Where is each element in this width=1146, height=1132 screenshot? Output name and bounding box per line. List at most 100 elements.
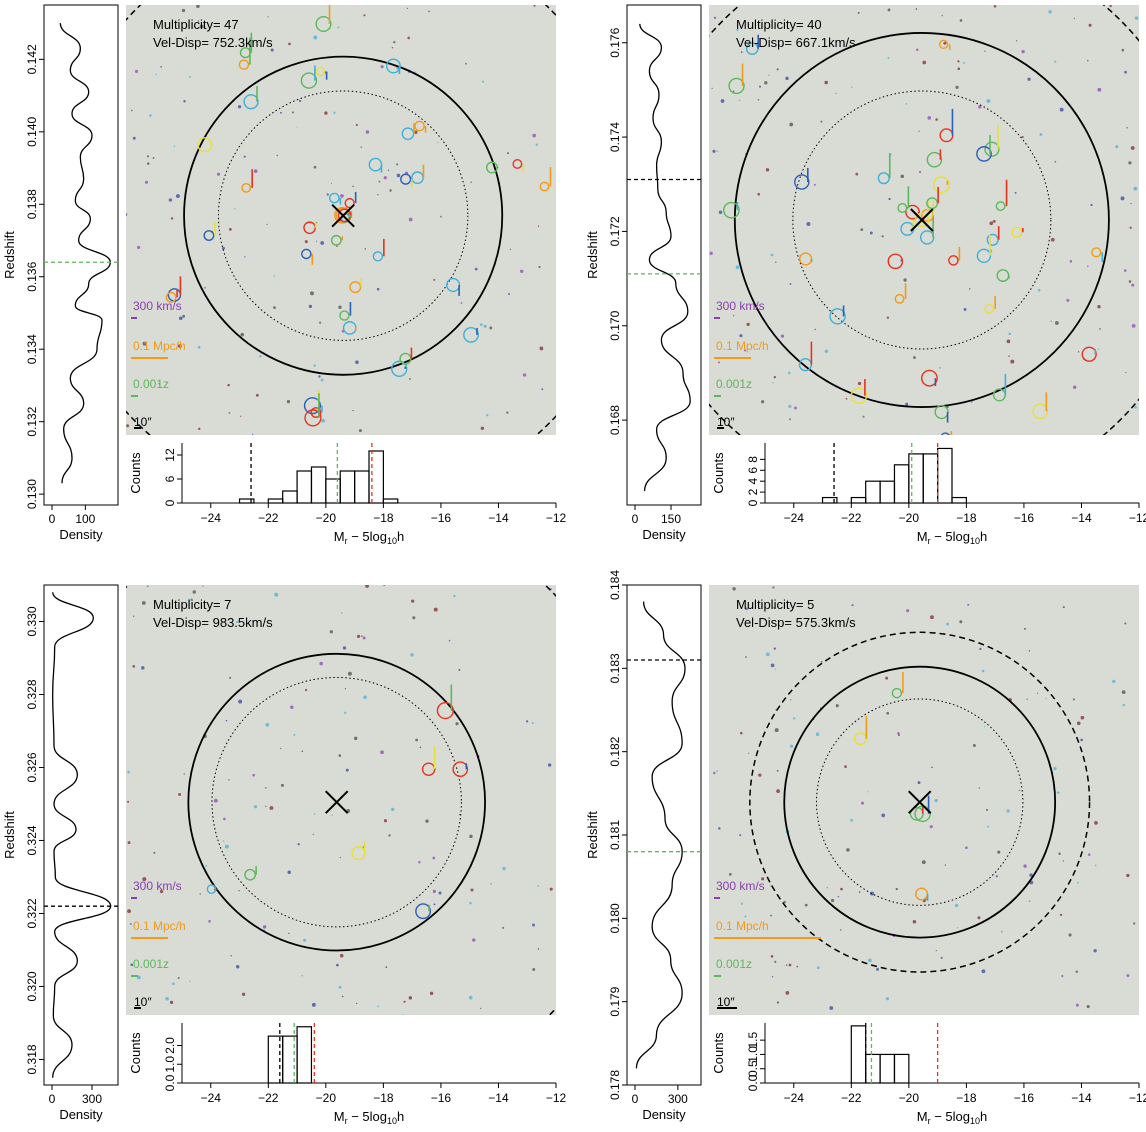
redshift-tick-label: 0.183	[608, 653, 622, 683]
mag-axis-title-part: M	[334, 1109, 345, 1124]
counts-tick-label: 2	[746, 488, 760, 495]
member-galaxy-marker	[853, 732, 867, 746]
sky-speck	[406, 7, 409, 9]
member-galaxy-marker	[891, 687, 903, 699]
sky-speck	[915, 8, 918, 10]
member-galaxy-marker	[940, 432, 950, 435]
mag-tick-label: −24	[784, 1091, 805, 1105]
sky-speck	[144, 180, 149, 184]
sky-speck	[265, 805, 267, 808]
sky-speck	[895, 887, 898, 891]
counts-tick-label: 1.5	[746, 1031, 760, 1048]
vel-disp-text: Vel-Disp= 667.1km/s	[736, 35, 856, 50]
sky-speck	[238, 699, 243, 704]
sky-speck	[1028, 900, 1031, 902]
sky-speck	[922, 899, 926, 903]
sky-speck	[709, 251, 713, 256]
hist-bar	[951, 496, 967, 504]
sky-speck	[862, 415, 865, 418]
sky-speck	[127, 800, 130, 803]
sky-speck	[470, 888, 474, 892]
scale-label-z: 0.001z	[133, 957, 169, 971]
sky-speck	[169, 1000, 174, 1004]
sky-speck	[965, 846, 968, 850]
sky-speck	[437, 141, 439, 144]
scale-label-mpc: 0.1 Mpc/h	[133, 919, 186, 933]
sky-speck	[886, 711, 890, 715]
sky-speck	[141, 666, 145, 670]
sky-speck	[1056, 791, 1060, 794]
hist-bar	[238, 498, 255, 504]
sky-speck	[304, 688, 308, 692]
counts-axis-title: Counts	[711, 1032, 726, 1074]
sky-speck	[333, 111, 336, 114]
sky-speck	[202, 585, 204, 587]
sky-speck	[364, 248, 367, 250]
counts-tick-label: 0.0	[163, 1074, 177, 1091]
sky-speck	[1054, 160, 1057, 163]
member-galaxy-marker	[887, 253, 904, 270]
sky-speck	[978, 105, 982, 109]
sky-speck	[132, 136, 136, 140]
sky-speck	[776, 789, 780, 794]
sky-speck	[315, 240, 318, 242]
mag-tick-label: −18	[956, 1091, 977, 1105]
sky-speck	[152, 157, 155, 159]
sky-speck	[532, 968, 536, 971]
density-axis-title: Density	[59, 1107, 103, 1122]
mag-tick-label: −20	[899, 1091, 920, 1105]
density-tick-label: 0	[49, 512, 56, 526]
sky-speck	[291, 111, 294, 114]
sky-speck	[984, 725, 986, 728]
sky-speck	[171, 982, 175, 986]
mag-axis-title-part: M	[334, 529, 345, 544]
sky-speck	[432, 856, 436, 860]
sky-speck	[465, 62, 467, 65]
sky-speck	[489, 326, 493, 330]
sky-speck	[389, 189, 392, 192]
sky-speck	[857, 11, 860, 14]
sky-speck	[288, 932, 290, 935]
counts-tick-label: 1.0	[746, 1046, 760, 1063]
sky-speck	[204, 286, 207, 289]
member-galaxy-marker	[948, 255, 959, 266]
sky-speck	[132, 665, 136, 668]
sky-speck	[344, 711, 347, 714]
sky-speck	[469, 901, 472, 905]
sky-speck	[396, 173, 401, 178]
sky-speck	[765, 168, 770, 172]
counts-axis-title: Counts	[128, 1032, 143, 1074]
sky-speck	[338, 754, 342, 757]
sky-speck	[326, 193, 329, 196]
hist-bar	[865, 1053, 881, 1084]
member-galaxy-marker	[829, 308, 846, 325]
sky-speck	[365, 130, 370, 134]
sky-speck	[280, 747, 282, 750]
mag-axis-title-part: r	[928, 536, 931, 546]
sky-speck	[1131, 283, 1135, 287]
sky-speck	[740, 902, 743, 905]
member-galaxy-marker	[303, 397, 321, 415]
sky-speck	[787, 371, 791, 375]
member-galaxy-marker	[728, 77, 745, 95]
sky-speck	[339, 953, 344, 958]
sky-speck	[1125, 371, 1127, 374]
counts-tick-label: 12	[163, 448, 177, 462]
multiplicity-text: Multiplicity= 7	[153, 597, 231, 612]
sky-speck	[918, 170, 922, 174]
sky-speck	[1086, 1005, 1090, 1009]
sky-speck	[713, 16, 717, 20]
sky-speck	[132, 615, 135, 618]
counts-axis-title: Counts	[128, 452, 143, 494]
sky-speck	[738, 99, 741, 102]
sky-speck	[789, 418, 791, 421]
sky-speck	[313, 35, 318, 40]
member-galaxy-marker	[330, 234, 342, 246]
sky-speck	[739, 334, 743, 338]
sky-speck	[1124, 70, 1127, 74]
panel-3: 0.318 0.320 0.322 0.324 0.326 0.328 0.330 Redsh…	[2, 584, 567, 1126]
sky-speck	[906, 609, 910, 613]
sky-speck	[352, 409, 354, 412]
sky-speck	[1115, 145, 1119, 149]
mag-axis-title-part: 10	[970, 1116, 980, 1126]
